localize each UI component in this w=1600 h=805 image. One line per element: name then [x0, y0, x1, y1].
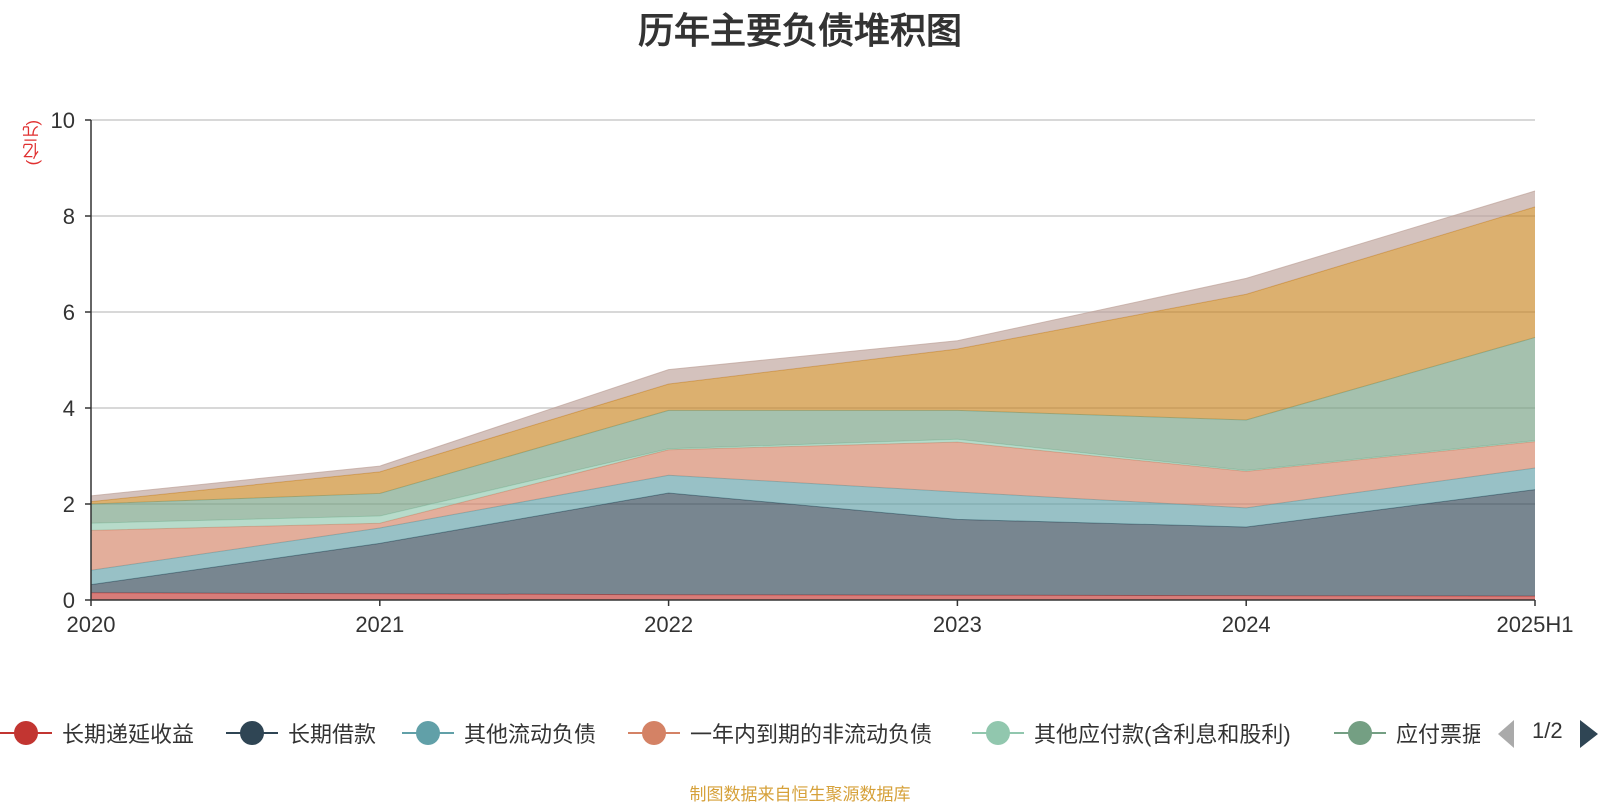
- legend-marker-icon: [226, 721, 278, 745]
- y-tick-label: 6: [63, 300, 75, 325]
- legend-label: 一年内到期的非流动负债: [690, 722, 933, 747]
- legend-item-0[interactable]: 长期递延收益: [0, 715, 194, 751]
- legend-marker-icon: [628, 721, 680, 745]
- legend-label: 长期借款: [288, 722, 377, 747]
- legend-item-3[interactable]: 一年内到期的非流动负债: [628, 715, 932, 751]
- legend-marker-icon: [402, 721, 454, 745]
- legend-items: 长期递延收益 长期借款 其他流动负债 一年内到期的非流动负债 其他应付款(含利息和股利)…: [0, 715, 1480, 751]
- x-tick-label: 2024: [1222, 612, 1271, 637]
- series-line-7: [90, 190, 1536, 497]
- area-series-6[interactable]: [91, 206, 1535, 504]
- legend-marker-icon: [1334, 721, 1386, 745]
- y-tick-label: 4: [63, 396, 75, 421]
- area-series-4[interactable]: [91, 439, 1535, 531]
- legend-label: 其他应付款(含利息和股利): [1034, 722, 1291, 747]
- stacked-area-chart: 0 2 4 6 8 10 2020 2021 2022 2023 2024 2025H1: [51, 108, 1574, 637]
- legend-label: 长期递延收益: [62, 722, 195, 747]
- legend-label: 应付票据: [1396, 722, 1480, 747]
- x-tick-label: 2021: [355, 612, 404, 637]
- legend-pager: 1/2: [1498, 718, 1600, 748]
- area-series-3[interactable]: [91, 441, 1535, 571]
- tick-labels: 0 2 4 6 8 10 2020 2021 2022 2023 2024 2025H1: [51, 108, 1574, 637]
- area-series-2[interactable]: [91, 468, 1535, 585]
- x-tick-label: 2022: [644, 612, 693, 637]
- area-series: [90, 190, 1536, 600]
- legend-marker-icon: [0, 721, 52, 745]
- legend-item-1[interactable]: 长期借款: [226, 715, 376, 751]
- y-tick-label: 8: [63, 204, 75, 229]
- legend: 长期递延收益 长期借款 其他流动负债 一年内到期的非流动负债 其他应付款(含利息和股利)…: [0, 715, 1600, 751]
- y-tick-label: 10: [51, 108, 75, 133]
- legend-marker-icon: [972, 721, 1024, 745]
- series-line-3: [90, 441, 1536, 531]
- y-tick-label: 2: [63, 492, 75, 517]
- area-series-5[interactable]: [91, 337, 1535, 524]
- area-series-0[interactable]: [91, 592, 1535, 600]
- area-series-1[interactable]: [91, 489, 1535, 597]
- x-tick-label: 2025H1: [1496, 612, 1573, 637]
- x-tick-label: 2023: [933, 612, 982, 637]
- axes: [85, 119, 1536, 606]
- legend-page-indicator: 1/2: [1532, 718, 1563, 743]
- x-tick-label: 2020: [67, 612, 116, 637]
- source-note: 制图数据来自恒生聚源数据库: [689, 785, 911, 804]
- triangle-right-icon[interactable]: [1580, 720, 1598, 748]
- legend-item-2[interactable]: 其他流动负债: [402, 715, 596, 751]
- triangle-left-icon[interactable]: [1498, 720, 1514, 748]
- y-tick-label: 0: [63, 588, 75, 613]
- legend-item-4[interactable]: 其他应付款(含利息和股利): [972, 715, 1291, 751]
- chart-title: 历年主要负债堆积图: [637, 10, 962, 51]
- legend-item-5[interactable]: 应付票据: [1334, 715, 1480, 751]
- legend-label: 其他流动负债: [464, 722, 597, 747]
